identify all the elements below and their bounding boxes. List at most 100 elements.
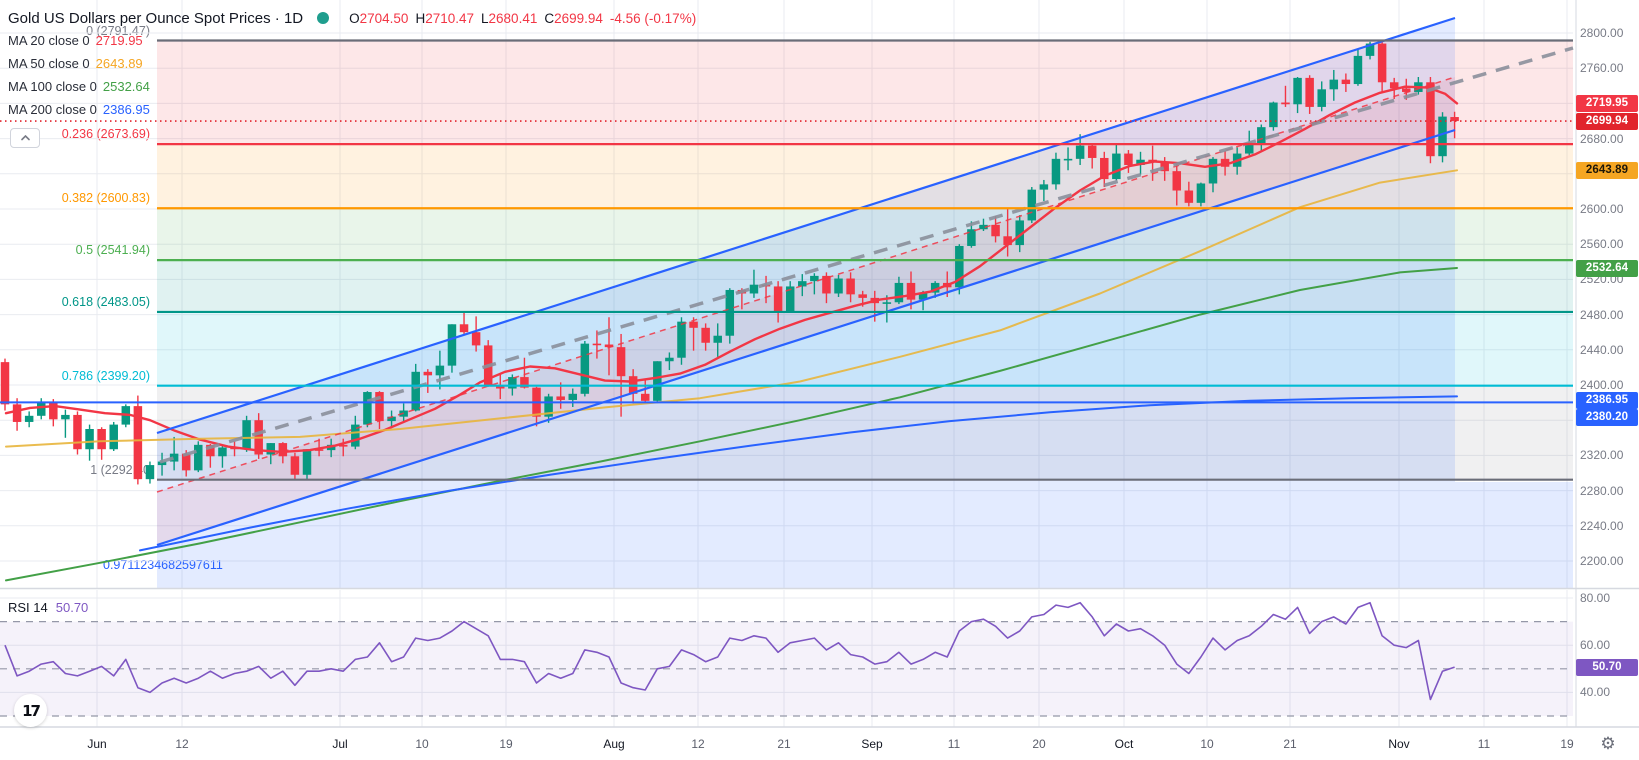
candle-body [1015, 220, 1024, 246]
candle-body [302, 449, 312, 475]
fib-label-0.786: 0.786 (2399.20) [61, 368, 150, 383]
fib-band [157, 40, 1573, 145]
fib-band [157, 385, 1573, 480]
candle-body [1027, 189, 1037, 221]
ma-value: 2532.64 [102, 79, 150, 94]
candle-body [1063, 158, 1073, 161]
candle-body [822, 275, 831, 294]
candle-body [278, 443, 288, 457]
candle-body [206, 444, 215, 457]
rsi-legend-value: 50.70 [55, 600, 89, 615]
candle-body [1329, 79, 1339, 90]
candle-body [906, 282, 916, 300]
gear-icon[interactable]: ⚙ [1600, 734, 1616, 754]
candle-body [1438, 116, 1447, 157]
candle-body [1244, 144, 1254, 154]
collapse-legend-button[interactable] [10, 128, 40, 148]
candle-body [544, 396, 553, 417]
candle-body [520, 377, 529, 388]
fib-band [157, 144, 1573, 209]
candle-body [1112, 153, 1121, 180]
ma-legend-row-3[interactable]: MA 100 close 0 2532.64 [8, 79, 150, 95]
candle-body [979, 224, 988, 230]
candle-body [242, 420, 251, 450]
candle-body [967, 229, 976, 246]
fib-label-0.236: 0.236 (2673.69) [61, 127, 150, 142]
ma-label: MA 100 close 0 [8, 79, 97, 94]
candle-body [665, 357, 674, 362]
candle-body [677, 321, 686, 358]
ma-legend-row-4[interactable]: MA 200 close 0 2386.95 [8, 102, 150, 118]
candle-body [1389, 82, 1399, 89]
candle-body [266, 443, 276, 455]
candle-body [640, 393, 650, 401]
ma-legend-row-2[interactable]: MA 50 close 0 2643.89 [8, 56, 143, 72]
candle-body [1124, 153, 1133, 165]
channel-lower-line [156, 128, 1456, 547]
candle-body [1269, 102, 1278, 128]
candle-body [338, 444, 348, 447]
candle-body [36, 401, 46, 416]
ma-legend-row-1[interactable]: MA 20 close 0 2719.95 [8, 33, 143, 49]
candle-body [955, 245, 964, 288]
candle-body [1208, 158, 1218, 184]
candle-body [1136, 159, 1145, 165]
fib-label-0: 0 (2791.47) [86, 23, 150, 38]
candle-body [194, 444, 203, 471]
candle-body [918, 292, 928, 300]
candle-body [1305, 77, 1314, 107]
candle-body [351, 424, 360, 447]
candle-body [61, 414, 70, 420]
candle-body [991, 224, 1000, 237]
time-axis[interactable] [0, 727, 1639, 760]
fib-label-0.382: 0.382 (2600.83) [61, 191, 150, 206]
candle-body [846, 278, 855, 295]
ma-value: 2719.95 [95, 33, 143, 48]
candle-body [930, 282, 940, 293]
candle-body [1003, 236, 1012, 246]
candle-body [604, 344, 614, 348]
candle-body [773, 286, 783, 312]
candle-body [858, 294, 867, 298]
candle-body [834, 278, 843, 294]
ma20-line [4, 85, 1459, 454]
candle-body [459, 324, 469, 333]
fib-label-0.5: 0.5 (2541.94) [75, 243, 150, 258]
candle-body [133, 406, 143, 480]
candle-body [592, 343, 602, 346]
rsi-legend-label: RSI 14 [8, 600, 48, 615]
candle-body [1402, 88, 1411, 92]
candle-body [1365, 43, 1375, 56]
candle-body [169, 453, 179, 462]
channel-upper-line [156, 16, 1456, 435]
candle-body [157, 461, 167, 466]
candle-body [218, 447, 227, 457]
price-axis[interactable] [1576, 0, 1639, 727]
rsi-legend[interactable]: RSI 14 50.70 [8, 600, 88, 615]
candle-body [73, 414, 82, 450]
candle-body [1257, 127, 1266, 145]
candle-body [1160, 162, 1169, 172]
tradingview-logo[interactable]: 17 [14, 694, 47, 727]
candle-body [49, 401, 58, 420]
candle-body [363, 392, 372, 425]
candle-body [785, 286, 795, 312]
candle-body [12, 404, 22, 422]
ma-value: 2643.89 [95, 56, 143, 71]
ma-value: 2386.95 [102, 102, 150, 117]
candle-body [1039, 184, 1049, 190]
candle-body [1317, 89, 1326, 107]
candle-body [580, 343, 590, 394]
candle-body [423, 371, 433, 376]
candle-body [556, 396, 565, 400]
candle-body [1196, 183, 1206, 203]
chevron-up-icon [20, 135, 30, 141]
symbol-title[interactable]: Gold US Dollars per Ounce Spot Prices · … [8, 9, 304, 27]
candle-body [810, 275, 819, 282]
candle-body [85, 429, 94, 450]
candle-body [749, 284, 759, 294]
candle-body [653, 361, 662, 401]
candle-body [471, 332, 481, 346]
candle-body [1087, 145, 1097, 158]
